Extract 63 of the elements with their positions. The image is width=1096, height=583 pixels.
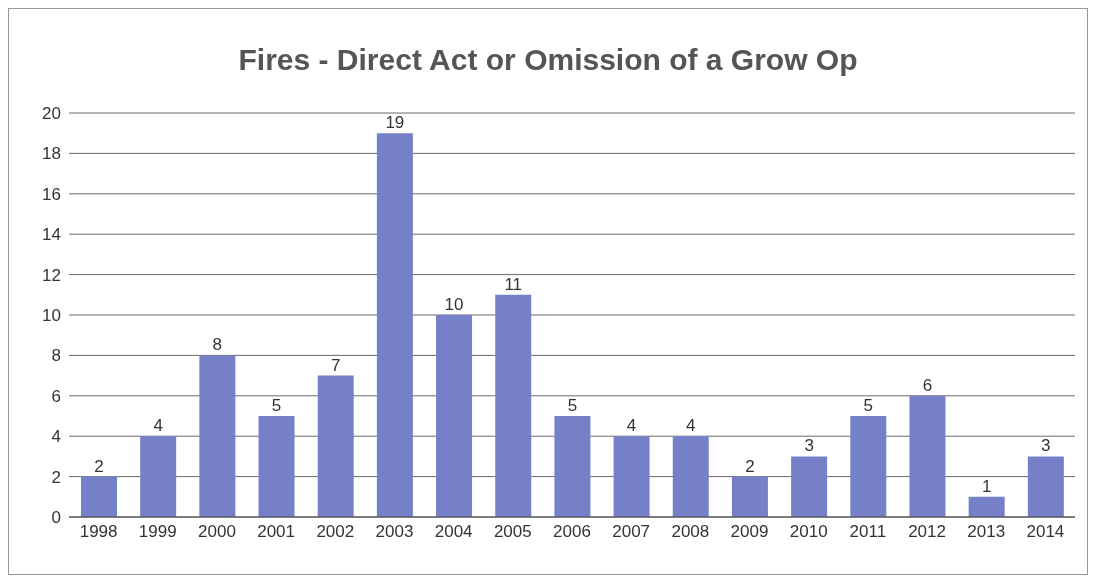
bar xyxy=(140,436,177,517)
x-tick-label: 2002 xyxy=(316,522,355,542)
y-tick-label: 6 xyxy=(51,386,61,406)
x-tick-label: 2014 xyxy=(1026,522,1065,542)
x-tick-label: 1999 xyxy=(138,522,177,542)
data-label: 5 xyxy=(863,396,874,415)
data-label: 4 xyxy=(626,416,637,436)
bar xyxy=(909,395,946,517)
x-tick-label: 2000 xyxy=(198,522,236,542)
bar xyxy=(436,315,473,517)
x-tick-label: 2001 xyxy=(257,522,296,542)
y-tick-label: 16 xyxy=(42,184,61,204)
bar xyxy=(1027,456,1064,517)
bar xyxy=(791,456,828,517)
bar xyxy=(968,496,1005,517)
bar xyxy=(613,436,650,517)
data-label: 6 xyxy=(922,375,933,395)
x-tick-label: 2009 xyxy=(730,522,769,542)
bar xyxy=(81,476,117,517)
y-tick-label: 14 xyxy=(42,225,61,245)
bar xyxy=(672,436,709,517)
y-tick-label: 0 xyxy=(51,508,61,528)
bar xyxy=(850,416,887,517)
bar xyxy=(376,133,413,517)
data-label: 1 xyxy=(981,476,992,496)
data-label: 5 xyxy=(271,396,282,415)
data-label: 11 xyxy=(504,274,523,294)
data-label: 4 xyxy=(153,416,163,436)
x-tick-label: 2008 xyxy=(671,522,710,542)
data-label: 7 xyxy=(330,355,341,375)
bar xyxy=(731,476,768,517)
data-label: 3 xyxy=(804,436,814,456)
x-tick-label: 2005 xyxy=(493,522,532,542)
bar xyxy=(554,416,591,517)
bar xyxy=(199,355,236,517)
x-tick-label: 2006 xyxy=(553,522,591,542)
x-tick-label: 2013 xyxy=(967,522,1006,542)
bar xyxy=(258,416,295,517)
data-label: 2 xyxy=(745,456,755,476)
x-tick-label: 2012 xyxy=(908,522,946,542)
chart-title: Fires - Direct Act or Omission of a Grow Op xyxy=(237,43,859,78)
x-tick-label: 2007 xyxy=(612,522,651,542)
data-label: 10 xyxy=(444,295,464,314)
x-tick-label: 2010 xyxy=(789,522,828,542)
y-tick-label: 12 xyxy=(42,265,61,285)
data-label: 3 xyxy=(1041,436,1051,456)
x-tick-label: 2003 xyxy=(375,522,414,542)
data-label: 4 xyxy=(686,416,696,436)
data-label: 8 xyxy=(212,335,223,355)
y-tick-label: 10 xyxy=(42,306,61,326)
x-tick-label: 1998 xyxy=(79,522,118,542)
bar xyxy=(495,294,532,517)
data-label: 5 xyxy=(567,396,578,415)
y-tick-label: 20 xyxy=(42,104,61,124)
bar xyxy=(317,375,354,517)
data-label: 2 xyxy=(94,456,104,476)
y-tick-label: 8 xyxy=(51,346,61,366)
y-tick-label: 18 xyxy=(42,144,61,164)
y-tick-label: 4 xyxy=(51,427,61,447)
y-tick-label: 2 xyxy=(51,467,61,487)
x-tick-label: 2004 xyxy=(434,522,473,542)
x-tick-label: 2011 xyxy=(849,522,887,542)
data-label: 19 xyxy=(385,113,405,133)
